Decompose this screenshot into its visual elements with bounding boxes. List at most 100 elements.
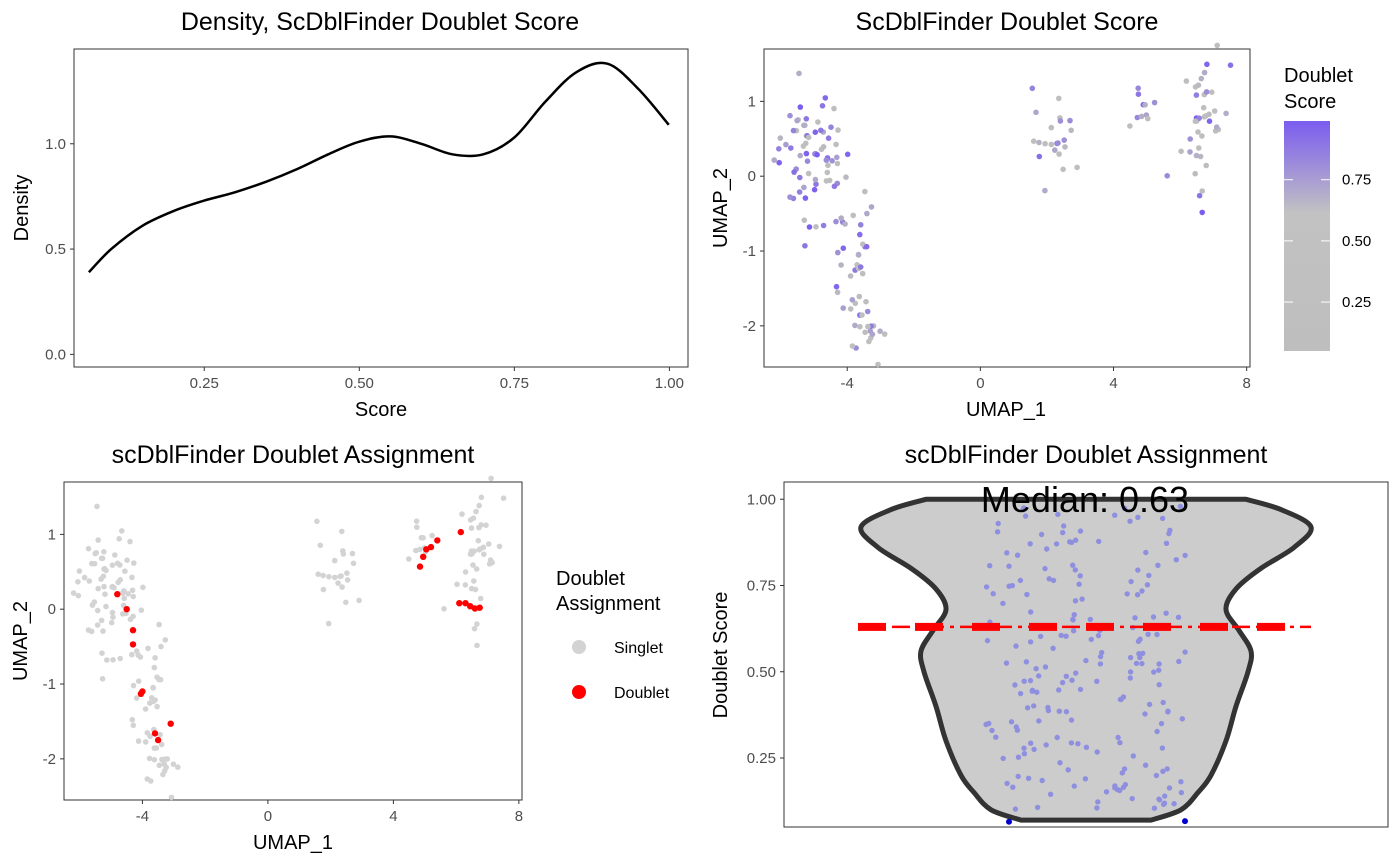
violin-plot-area — [783, 481, 1389, 828]
singlet-point — [94, 503, 100, 510]
violin-point — [1038, 531, 1045, 538]
violin-point — [1059, 679, 1066, 686]
umap-score-point — [1068, 127, 1074, 134]
umap-score-point — [1211, 108, 1218, 114]
violin-point — [1071, 612, 1078, 618]
violin-point — [1145, 631, 1151, 637]
median-line-segment — [1143, 622, 1171, 631]
singlet-point — [99, 650, 105, 656]
umap-score-point — [1199, 188, 1205, 194]
violin-point — [1171, 801, 1177, 807]
singlet-point — [92, 550, 98, 557]
umap-score-x-tick-label: 4 — [1109, 375, 1117, 392]
violin-point — [1004, 780, 1010, 787]
violin-point — [984, 637, 991, 644]
singlet-point — [157, 731, 163, 738]
violin-point — [986, 720, 992, 727]
violin-point — [1164, 766, 1170, 772]
umap-score-point — [1183, 78, 1190, 84]
violin-point — [1020, 507, 1026, 513]
umap-score-point — [787, 194, 793, 200]
violin-point — [1014, 552, 1021, 558]
violin-point — [1179, 716, 1186, 722]
singlet-point — [129, 651, 135, 658]
umap-score-point — [868, 204, 875, 210]
umap-score-y-tick-label: -2 — [743, 318, 756, 335]
violin-point — [1061, 523, 1067, 529]
violin-point — [1094, 805, 1100, 811]
singlet-point — [468, 525, 475, 531]
umap-score-point — [855, 251, 862, 258]
singlet-point — [85, 545, 92, 552]
umap-score-point — [1042, 187, 1048, 194]
violin-point — [1010, 784, 1016, 790]
singlet-point — [142, 739, 149, 745]
umap-score-point — [1042, 140, 1048, 147]
singlet-point — [119, 528, 125, 534]
umap-score-y-tick-label: 1 — [748, 93, 756, 110]
umap-score-point — [1033, 109, 1039, 116]
singlet-point — [116, 536, 122, 542]
violin-point — [1022, 513, 1029, 519]
doublet-point — [427, 543, 435, 551]
umap-score-point — [1142, 102, 1148, 108]
singlet-point — [135, 738, 142, 744]
colorbar-tick-label: 0.50 — [1342, 233, 1371, 250]
umap-score-point — [776, 159, 782, 166]
violin-point — [1121, 505, 1128, 511]
singlet-point — [478, 522, 484, 528]
singlet-point — [151, 756, 158, 763]
violin-point — [1146, 572, 1152, 579]
singlet-point — [130, 593, 136, 600]
singlet-point — [158, 741, 165, 748]
umap-score-x-axis-label: UMAP_1 — [966, 399, 1046, 421]
umap-assignment-x-axis-label: UMAP_1 — [253, 832, 333, 854]
singlet-point — [81, 574, 88, 581]
violin-point — [1012, 682, 1018, 688]
umap-score-point — [834, 289, 841, 296]
violin-point — [990, 591, 996, 597]
umap-score-point — [1029, 85, 1036, 92]
density-x-tick-label: 0.50 — [345, 375, 374, 392]
singlet-point — [130, 682, 137, 689]
umap-score-point — [803, 150, 810, 157]
median-annotation: Median: 0.63 — [981, 479, 1189, 520]
singlet-point — [441, 606, 447, 612]
singlet-point — [339, 584, 345, 590]
umap-score-point — [787, 112, 793, 119]
violin-point — [1178, 779, 1184, 785]
density-curve — [87, 61, 670, 274]
violin-point — [1015, 754, 1022, 760]
violin-point — [995, 520, 1001, 527]
singlet-point — [101, 583, 107, 590]
violin-point — [1160, 768, 1166, 774]
singlet-point — [99, 676, 106, 682]
singlet-point — [468, 585, 475, 592]
violin-point — [1082, 776, 1089, 782]
umap-score-point — [1135, 91, 1142, 97]
median-line-segment — [858, 622, 886, 631]
singlet-point — [496, 543, 503, 550]
legend-key-doublet — [572, 685, 586, 699]
singlet-point — [335, 580, 341, 586]
umap-score-point — [1214, 42, 1220, 49]
violin-point — [1031, 746, 1037, 753]
violin-point — [1165, 709, 1171, 715]
umap-score-point — [835, 127, 841, 133]
violin-y-tick-label: 1.00 — [747, 491, 776, 508]
umap-score-point — [796, 189, 803, 195]
violin-point — [1079, 596, 1085, 602]
singlet-point — [344, 570, 350, 576]
umap-assignment-y-tick-label: 1 — [48, 526, 56, 543]
singlet-point — [462, 569, 469, 575]
violin-point — [1034, 804, 1041, 811]
median-line-segment — [1029, 622, 1057, 631]
umap-score-chart: ScDblFinder Doublet Score -4 0 4 8 -2 -1 0 1 UM… — [710, 8, 1371, 421]
umap-score-point — [835, 249, 841, 256]
violin-y-axis-label: Doublet Score — [710, 592, 732, 719]
violin-point — [1036, 718, 1042, 724]
umap-assignment-x-tick-label: -4 — [136, 808, 149, 825]
singlet-point — [158, 643, 164, 650]
singlet-point — [462, 582, 469, 588]
singlet-point — [488, 475, 494, 482]
